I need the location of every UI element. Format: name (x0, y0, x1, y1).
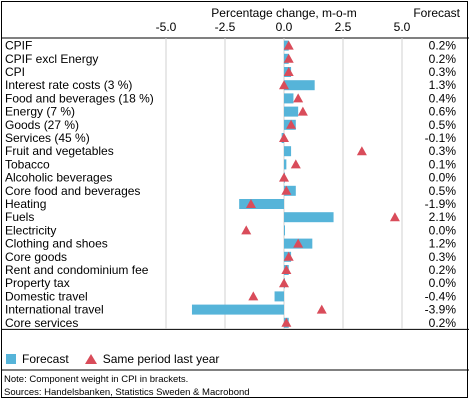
sources-text: Sources: Handelsbanken, Statistics Swede… (4, 387, 250, 398)
forecast-bar (284, 212, 334, 223)
forecast-bar (239, 199, 284, 209)
category-label: International travel (5, 303, 104, 317)
last-year-marker (283, 67, 294, 76)
last-year-marker (279, 80, 289, 90)
forecast-bar (284, 93, 294, 104)
last-year-marker (290, 159, 301, 169)
forecast-bar (284, 80, 315, 91)
forecast-value-label: 0.0% (429, 223, 457, 237)
legend-last-year-triangle-icon (84, 354, 97, 364)
last-year-marker (281, 185, 292, 195)
forecast-value-label: 0.2% (429, 52, 457, 66)
category-label: Core goods (5, 250, 67, 264)
legend: Forecast Same period last year (6, 352, 219, 366)
forecast-value-label: 0.1% (429, 157, 457, 171)
x-axis-label: Percentage change, m-o-m (211, 6, 356, 20)
category-label: Services (45 %) (5, 131, 90, 145)
forecast-value-label: 0.3% (429, 65, 457, 79)
legend-forecast-swatch (6, 354, 16, 364)
last-year-marker (283, 53, 294, 63)
forecast-bar (191, 304, 284, 315)
x-tick-label: 5.0 (394, 20, 411, 34)
last-year-marker (389, 212, 400, 222)
forecast-value-label: 0.6% (429, 105, 457, 119)
category-label: Core services (5, 316, 78, 330)
forecast-value-label: -0.1% (425, 131, 457, 145)
forecast-value-label: 0.2% (429, 39, 457, 53)
forecast-bar (284, 146, 292, 157)
last-year-marker (281, 317, 292, 327)
category-label: CPIF excl Energy (5, 52, 98, 66)
category-label: Alcoholic beverages (5, 171, 112, 185)
last-year-marker (293, 238, 304, 248)
last-year-marker (248, 291, 259, 301)
forecast-bar (284, 106, 299, 117)
category-label: CPI (5, 65, 25, 79)
forecast-value-label: 0.0% (429, 276, 457, 290)
last-year-marker (297, 106, 308, 116)
last-year-marker (356, 146, 367, 156)
forecast-value-label: -0.4% (425, 289, 457, 303)
category-label: Domestic travel (5, 289, 88, 303)
last-year-marker (316, 304, 327, 314)
last-year-marker (279, 133, 289, 142)
separator-lines (1, 37, 469, 371)
category-label: Energy (7 %) (5, 105, 75, 119)
last-year-marker (245, 199, 256, 208)
forecast-bar (274, 291, 284, 302)
forecast-bar (284, 225, 285, 236)
category-label: Goods (27 %) (5, 118, 79, 132)
legend-last-year-label: Same period last year (102, 352, 220, 366)
last-year-marker (279, 278, 289, 288)
chart-frame (1, 1, 468, 398)
category-label: Property tax (5, 276, 70, 290)
x-tick-label: -5.0 (156, 20, 177, 34)
category-label: Rent and condominium fee (5, 263, 149, 277)
forecast-column-header: Forecast (413, 6, 460, 20)
x-tick-labels: -5.0 -2.5 0.0 2.5 5.0 (156, 20, 411, 34)
forecast-bar (284, 159, 287, 170)
category-label: CPIF (5, 39, 32, 53)
last-year-marker (241, 225, 252, 235)
last-year-marker (283, 251, 294, 261)
forecast-bar (284, 185, 296, 196)
last-year-marker (293, 93, 304, 103)
forecast-value-label: 1.3% (429, 78, 457, 92)
forecast-value-label: 0.5% (429, 118, 457, 132)
last-year-marker (283, 40, 294, 50)
x-tick-label: -2.5 (215, 20, 236, 34)
category-label: Clothing and shoes (5, 237, 108, 251)
forecast-value-label: 0.5% (429, 184, 457, 198)
category-label: Electricity (5, 223, 56, 237)
forecast-value-label: -3.9% (425, 303, 457, 317)
forecast-value-label: 0.3% (429, 144, 457, 158)
category-label: Fuels (5, 210, 34, 224)
category-label: Interest rate costs (3 %) (5, 78, 132, 92)
chart-rows: CPIF 0.2% CPIF excl Energy 0.2% CPI 0.3% Inter… (5, 39, 456, 330)
note-text: Note: Component weight in CPI in bracket… (4, 374, 189, 385)
x-tick-label: 2.5 (335, 20, 352, 34)
forecast-value-label: 0.0% (429, 171, 457, 185)
category-label: Fruit and vegetables (5, 144, 114, 158)
forecast-value-label: 1.2% (429, 237, 457, 251)
forecast-value-label: 0.2% (429, 263, 457, 277)
last-year-marker (281, 265, 292, 274)
chart-notes: Note: Component weight in CPI in bracket… (4, 373, 250, 399)
legend-forecast-label: Forecast (22, 352, 69, 366)
forecast-value-label: 0.4% (429, 91, 457, 105)
forecast-value-label: 0.2% (429, 316, 457, 330)
category-label: Core food and beverages (5, 184, 140, 198)
forecast-value-label: 2.1% (429, 210, 457, 224)
last-year-marker (279, 172, 289, 182)
last-year-marker (286, 119, 297, 129)
category-label: Heating (5, 197, 46, 211)
forecast-value-label: 0.3% (429, 250, 457, 264)
forecast-value-label: -1.9% (425, 197, 457, 211)
category-label: Tobacco (5, 157, 50, 171)
category-label: Food and beverages (18 %) (5, 91, 154, 105)
x-tick-label: 0.0 (276, 20, 293, 34)
